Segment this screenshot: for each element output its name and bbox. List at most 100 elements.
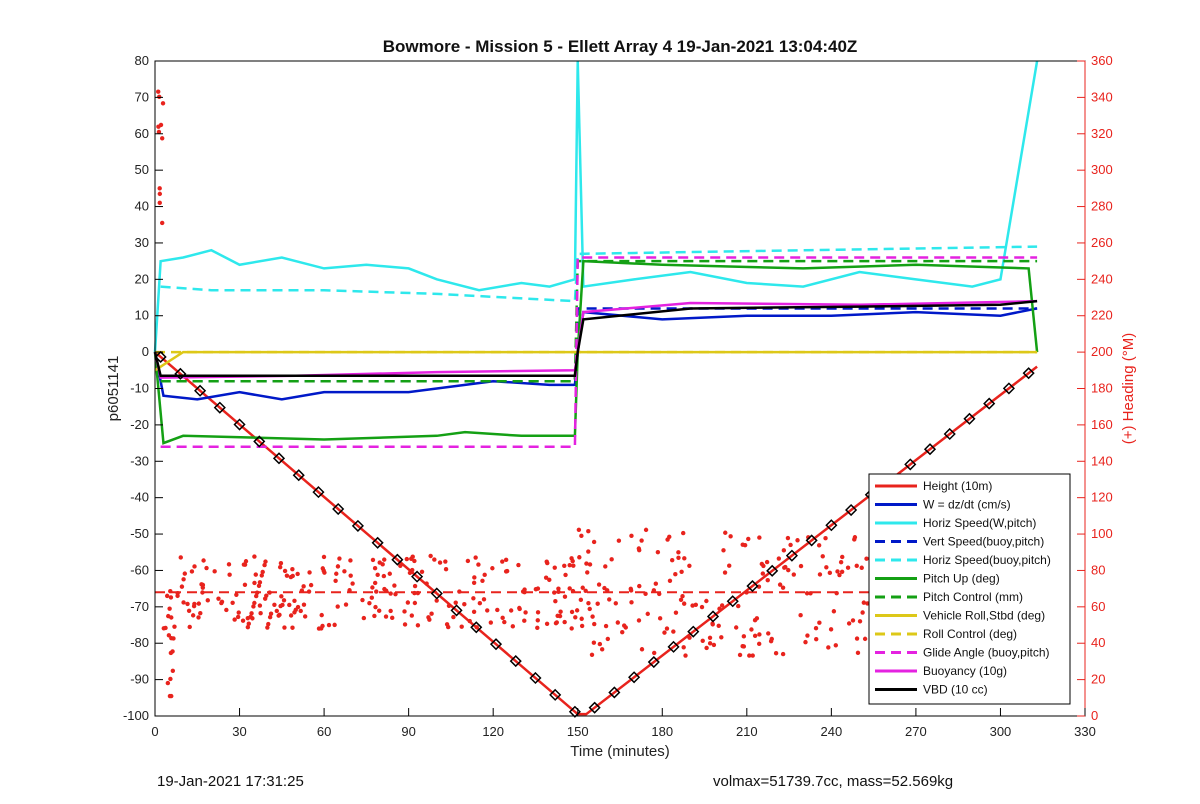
heading-point [426, 615, 431, 620]
y-tick-label: -30 [130, 453, 149, 468]
heading-point [374, 589, 379, 594]
heading-point [166, 633, 172, 638]
x-tick-label: 150 [567, 724, 589, 739]
heading-point [637, 583, 642, 589]
heading-point [172, 624, 177, 629]
heading-point [465, 558, 471, 564]
heading-point [158, 122, 164, 128]
heading-point [681, 645, 686, 650]
heading-point [481, 597, 487, 602]
heading-point [615, 620, 621, 625]
height-marker [766, 564, 779, 577]
legend-entry: VBD (10 cc) [923, 683, 988, 697]
heading-point [707, 641, 713, 646]
heading-point [603, 564, 608, 569]
heading-point [671, 629, 676, 634]
heading-point [788, 542, 793, 548]
heading-point [245, 615, 250, 621]
heading-point [795, 538, 800, 543]
height-marker [233, 418, 246, 431]
heading-point [372, 613, 377, 619]
heading-point [201, 558, 206, 563]
heading-point [415, 623, 421, 628]
heading-point [597, 641, 603, 647]
heading-point [281, 598, 287, 603]
heading-point [288, 574, 294, 580]
heading-point [680, 594, 685, 599]
heading-point [585, 570, 590, 575]
y2-tick-label: 260 [1091, 235, 1113, 250]
heading-point [293, 607, 298, 613]
heading-point [377, 560, 382, 565]
heading-point [348, 558, 353, 563]
heading-point [785, 535, 791, 541]
heading-point [852, 535, 858, 540]
heading-point [190, 613, 196, 618]
heading-point [756, 641, 762, 647]
heading-point [578, 597, 584, 603]
heading-point [543, 575, 549, 580]
heading-point [676, 550, 681, 555]
heading-point [721, 548, 726, 553]
heading-point [302, 614, 308, 619]
heading-point [840, 554, 845, 560]
heading-point [471, 580, 477, 585]
heading-point [645, 611, 650, 617]
heading-point [290, 567, 295, 572]
legend-entry: Roll Control (deg) [923, 627, 1017, 641]
heading-point [643, 527, 649, 533]
heading-point [846, 621, 852, 626]
heading-point [589, 652, 595, 657]
heading-point [710, 621, 715, 626]
legend-entry: Vehicle Roll,Stbd (deg) [923, 609, 1045, 623]
heading-point [277, 564, 283, 570]
heading-point [569, 609, 575, 615]
heading-point [361, 615, 367, 621]
height-marker [549, 688, 562, 701]
heading-point [620, 629, 625, 635]
heading-point [443, 567, 449, 572]
heading-point [254, 593, 259, 599]
y-tick-label: 0 [142, 344, 149, 359]
heading-point [284, 573, 290, 578]
heading-point [628, 588, 634, 593]
heading-point [157, 94, 162, 99]
heading-point [707, 635, 713, 641]
heading-point [555, 613, 560, 619]
heading-point [199, 582, 204, 587]
y2-tick-label: 320 [1091, 126, 1113, 141]
height-marker [726, 595, 739, 608]
legend-entry: Horiz Speed(W,pitch) [923, 516, 1036, 530]
heading-point [428, 553, 433, 559]
heading-point [623, 625, 628, 630]
heading-point [288, 613, 294, 618]
heading-point [372, 566, 378, 571]
heading-point [700, 638, 705, 643]
heading-point [272, 602, 277, 607]
heading-point [759, 561, 765, 567]
heading-point [224, 607, 229, 613]
heading-point [579, 616, 584, 621]
heading-point [723, 530, 728, 535]
heading-point [235, 614, 241, 620]
legend-box [868, 473, 1071, 705]
heading-point [599, 647, 605, 652]
heading-point [639, 647, 645, 652]
heading-point [319, 626, 324, 631]
heading-point [704, 645, 709, 651]
heading-point [577, 555, 582, 560]
heading-point [667, 578, 673, 583]
height-marker [608, 686, 621, 699]
y-tick-label: 60 [135, 126, 149, 141]
height-marker [963, 412, 976, 425]
heading-point [741, 644, 747, 649]
y-tick-label: 70 [135, 89, 149, 104]
legend-entry: Buoyancy (10g) [923, 664, 1007, 678]
heading-point [768, 638, 774, 644]
heading-point [252, 600, 257, 606]
height-marker [588, 701, 601, 714]
heading-point [522, 618, 527, 623]
height-marker [845, 503, 858, 517]
heading-point [402, 622, 408, 627]
heading-point [750, 653, 755, 658]
